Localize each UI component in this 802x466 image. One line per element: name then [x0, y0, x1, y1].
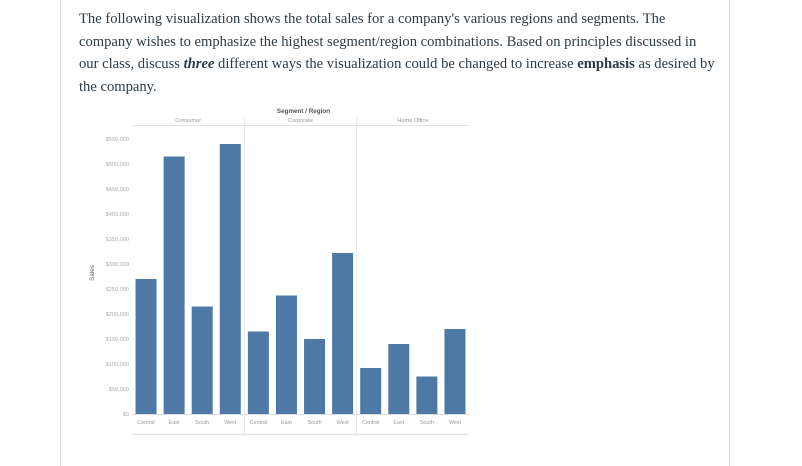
x-tick-label: West	[224, 420, 237, 426]
x-tick-label: Central	[362, 420, 379, 426]
y-tick-label: $50,000	[109, 387, 129, 393]
bar	[191, 306, 213, 414]
prompt-emphasis-three: three	[183, 56, 215, 72]
x-tick-label: East	[281, 420, 292, 426]
y-tick-label: $500,000	[106, 162, 129, 168]
prompt-text-middle: different ways the visualization could b…	[214, 56, 578, 72]
x-tick-label: South	[307, 420, 321, 426]
prompt-emphasis-word: emphasis	[577, 56, 635, 72]
y-tick-label: $0	[123, 412, 129, 418]
prompt-text-end: as desired by the company.	[79, 56, 715, 95]
bar	[444, 329, 466, 414]
bar	[247, 331, 269, 414]
x-tick-label: East	[169, 420, 180, 426]
segment-label: Corporate	[288, 118, 313, 124]
bar	[275, 295, 297, 414]
x-tick-label: West	[337, 420, 350, 426]
y-axis-title: Sales	[89, 265, 96, 281]
y-tick-label: $300,000	[106, 262, 129, 268]
sales-bar-chart: Segment / Region Sales $0 $50,000 $100,000 $1…	[89, 108, 469, 436]
x-tick-label: South	[420, 420, 434, 426]
bar	[163, 156, 185, 414]
y-tick-label: $550,000	[106, 137, 129, 143]
x-tick-label: Central	[250, 420, 267, 426]
bar	[304, 339, 326, 414]
y-tick-label: $250,000	[106, 287, 129, 293]
y-tick-label: $400,000	[106, 212, 129, 218]
segment-label: Home Office	[397, 118, 428, 124]
bar	[219, 144, 241, 414]
chart-title: Segment / Region	[277, 108, 330, 115]
bar	[332, 253, 354, 414]
x-tick-label: West	[449, 420, 462, 426]
x-tick-label: Central	[137, 420, 154, 426]
y-tick-label: $350,000	[106, 237, 129, 243]
y-tick-label: $100,000	[106, 362, 129, 368]
bar	[360, 368, 382, 414]
x-tick-label: East	[393, 420, 404, 426]
x-tick-label: South	[195, 420, 209, 426]
bar	[135, 279, 157, 414]
question-card: The following visualization shows the to…	[60, 0, 730, 466]
y-tick-label: $150,000	[106, 337, 129, 343]
question-prompt: The following visualization shows the to…	[79, 8, 719, 98]
prompt-text-start: The following visualization shows the to…	[79, 11, 697, 72]
bar	[416, 376, 438, 414]
sales-chart: Segment / Region Sales $0 $50,000 $100,000 $1…	[80, 105, 480, 440]
bar	[388, 344, 410, 414]
y-tick-label: $200,000	[106, 312, 129, 318]
y-tick-label: $450,000	[106, 187, 129, 193]
segment-label: Consumer	[175, 118, 201, 124]
